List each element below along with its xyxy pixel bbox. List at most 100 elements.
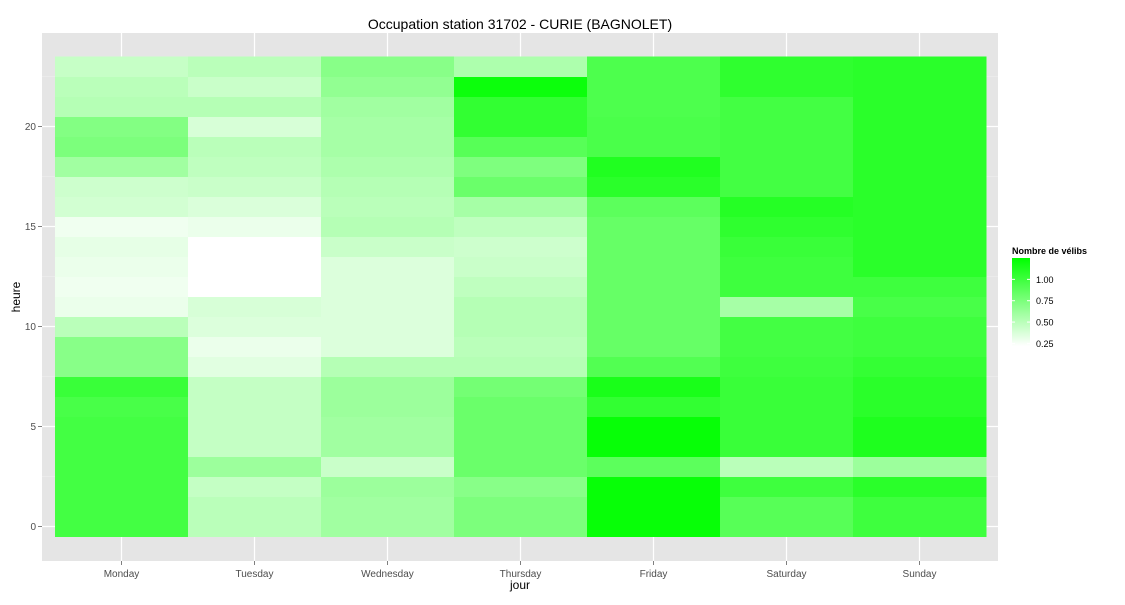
heatmap-tile: [188, 116, 322, 137]
heatmap-tile: [853, 176, 987, 197]
heatmap-tile: [321, 256, 455, 277]
heatmap-tile: [188, 256, 322, 277]
x-tick-label: Tuesday: [236, 569, 274, 580]
heatmap-tile: [587, 316, 721, 337]
heatmap-tile: [587, 236, 721, 257]
heatmap-tile: [454, 216, 588, 237]
heatmap-tile: [587, 56, 721, 77]
heatmap-tile: [720, 496, 854, 517]
heatmap-tile: [853, 336, 987, 357]
heatmap-tile: [188, 376, 322, 397]
heatmap-tile: [55, 336, 189, 357]
heatmap-tile: [853, 116, 987, 137]
heatmap-tiles: [55, 56, 987, 537]
heatmap-tile: [321, 76, 455, 97]
legend-tick-label: 0.50: [1036, 318, 1054, 328]
heatmap-tile: [188, 196, 322, 217]
heatmap-tile: [55, 256, 189, 277]
heatmap-tile: [720, 316, 854, 337]
heatmap-tile: [55, 496, 189, 517]
heatmap-tile: [853, 256, 987, 277]
heatmap-tile: [188, 236, 322, 257]
heatmap-tile: [587, 396, 721, 417]
heatmap-tile: [720, 136, 854, 157]
heatmap-tile: [853, 156, 987, 177]
heatmap-tile: [55, 216, 189, 237]
heatmap-tile: [55, 56, 189, 77]
heatmap-tile: [454, 336, 588, 357]
heatmap-tile: [321, 476, 455, 497]
heatmap-tile: [454, 136, 588, 157]
heatmap-tile: [55, 396, 189, 417]
heatmap-tile: [853, 476, 987, 497]
heatmap-tile: [454, 436, 588, 457]
heatmap-tile: [720, 476, 854, 497]
heatmap-tile: [55, 276, 189, 297]
heatmap-tile: [188, 416, 322, 437]
heatmap-tile: [587, 196, 721, 217]
heatmap-tile: [321, 276, 455, 297]
heatmap-tile: [720, 196, 854, 217]
heatmap-tile: [55, 116, 189, 137]
heatmap-tile: [853, 376, 987, 397]
heatmap-tile: [55, 516, 189, 537]
heatmap-tile: [454, 56, 588, 77]
y-tick-label: 0: [30, 522, 36, 533]
heatmap-tile: [454, 416, 588, 437]
heatmap-tile: [720, 216, 854, 237]
heatmap-tile: [720, 456, 854, 477]
heatmap-tile: [853, 416, 987, 437]
x-tick-label: Friday: [640, 569, 668, 580]
heatmap-tile: [853, 216, 987, 237]
heatmap-tile: [587, 476, 721, 497]
heatmap-tile: [55, 136, 189, 157]
heatmap-tile: [853, 196, 987, 217]
heatmap-tile: [454, 376, 588, 397]
heatmap-tile: [853, 516, 987, 537]
heatmap-tile: [321, 216, 455, 237]
heatmap-tile: [188, 316, 322, 337]
heatmap-tile: [188, 76, 322, 97]
y-tick-label: 10: [25, 322, 37, 333]
heatmap-tile: [55, 176, 189, 197]
x-tick-label: Thursday: [500, 569, 542, 580]
heatmap-tile: [853, 276, 987, 297]
y-axis-ticks: 0 5 10 15 20: [25, 122, 42, 533]
heatmap-tile: [587, 376, 721, 397]
heatmap-tile: [720, 116, 854, 137]
heatmap-tile: [188, 336, 322, 357]
heatmap-tile: [188, 176, 322, 197]
heatmap-tile: [720, 516, 854, 537]
heatmap-tile: [55, 156, 189, 177]
heatmap-tile: [720, 436, 854, 457]
heatmap-tile: [454, 516, 588, 537]
heatmap-tile: [321, 416, 455, 437]
heatmap-tile: [55, 236, 189, 257]
heatmap-tile: [321, 316, 455, 337]
heatmap-tile: [720, 96, 854, 117]
heatmap-tile: [55, 76, 189, 97]
heatmap-tile: [853, 236, 987, 257]
heatmap-tile: [720, 156, 854, 177]
heatmap-tile: [188, 216, 322, 237]
x-tick-label: Wednesday: [361, 569, 414, 580]
legend-title: Nombre de vélibs: [1012, 246, 1087, 256]
heatmap-tile: [720, 336, 854, 357]
heatmap-tile: [454, 456, 588, 477]
heatmap-tile: [587, 256, 721, 277]
heatmap-tile: [587, 436, 721, 457]
heatmap-tile: [587, 516, 721, 537]
heatmap-tile: [720, 256, 854, 277]
heatmap-tile: [55, 376, 189, 397]
heatmap-tile: [720, 236, 854, 257]
heatmap-tile: [321, 296, 455, 317]
heatmap-tile: [454, 496, 588, 517]
chart-title: Occupation station 31702 - CURIE (BAGNOL…: [368, 16, 672, 32]
heatmap-tile: [587, 136, 721, 157]
heatmap-tile: [454, 396, 588, 417]
heatmap-tile: [454, 256, 588, 277]
heatmap-tile: [321, 176, 455, 197]
heatmap-tile: [321, 496, 455, 517]
heatmap-tile: [454, 96, 588, 117]
